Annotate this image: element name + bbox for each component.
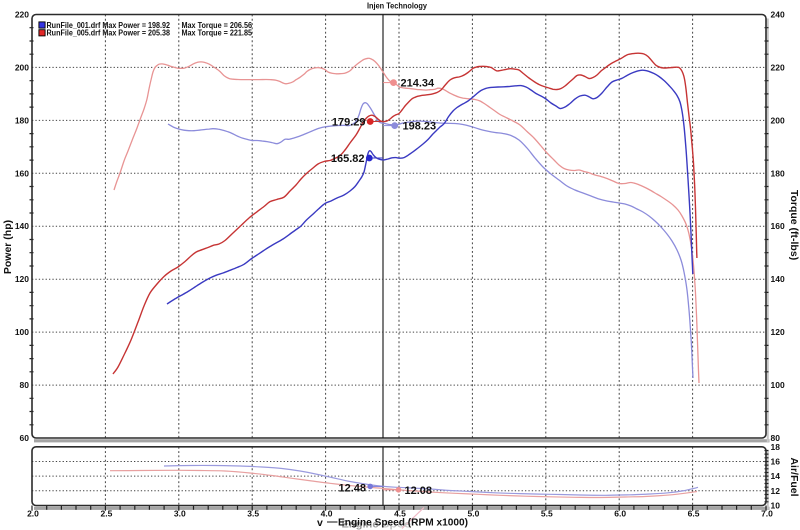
svg-text:Engine: Engine bbox=[342, 519, 379, 530]
svg-text:Injen Technology: Injen Technology bbox=[367, 2, 428, 11]
svg-text:200: 200 bbox=[771, 115, 785, 125]
svg-text:60: 60 bbox=[20, 433, 30, 443]
svg-text:Max Torque = 206.56: Max Torque = 206.56 bbox=[182, 21, 253, 30]
svg-text:100: 100 bbox=[771, 380, 785, 390]
svg-text:80: 80 bbox=[20, 380, 30, 390]
svg-text:6.5: 6.5 bbox=[688, 509, 700, 519]
svg-text:Engine Speed (RPM x1000): Engine Speed (RPM x1000) bbox=[338, 517, 468, 529]
svg-text:3.5: 3.5 bbox=[247, 509, 259, 519]
svg-text:—: — bbox=[327, 516, 338, 528]
svg-text:220: 220 bbox=[771, 62, 785, 72]
svg-text:7.0: 7.0 bbox=[761, 509, 773, 519]
svg-text:180: 180 bbox=[15, 115, 29, 125]
svg-text:140: 140 bbox=[15, 221, 29, 231]
svg-text:4.5: 4.5 bbox=[394, 509, 406, 519]
svg-text:Power (hp): Power (hp) bbox=[2, 220, 14, 274]
svg-text:2.0: 2.0 bbox=[27, 509, 39, 519]
svg-text:200: 200 bbox=[15, 62, 29, 72]
svg-text:4.0: 4.0 bbox=[321, 509, 333, 519]
svg-text:5.0: 5.0 bbox=[467, 509, 479, 519]
svg-text:14: 14 bbox=[771, 471, 781, 481]
svg-text:12.08: 12.08 bbox=[405, 485, 433, 497]
svg-text:2.5: 2.5 bbox=[100, 509, 112, 519]
svg-text:160: 160 bbox=[15, 168, 29, 178]
svg-text:5.5: 5.5 bbox=[541, 509, 553, 519]
svg-text:140: 140 bbox=[771, 274, 785, 284]
svg-text:12.48: 12.48 bbox=[338, 482, 366, 494]
svg-text:16: 16 bbox=[771, 457, 781, 467]
svg-text:Air/Fuel: Air/Fuel bbox=[788, 457, 800, 496]
svg-text:10: 10 bbox=[771, 501, 781, 511]
svg-text:120: 120 bbox=[15, 274, 29, 284]
svg-text:240: 240 bbox=[771, 10, 785, 20]
svg-text:220: 220 bbox=[15, 10, 29, 20]
svg-text:12: 12 bbox=[771, 486, 781, 496]
svg-text:165.82: 165.82 bbox=[331, 153, 365, 165]
svg-text:179.29: 179.29 bbox=[332, 117, 366, 129]
svg-text:120: 120 bbox=[771, 327, 785, 337]
svg-text:18: 18 bbox=[771, 442, 781, 452]
svg-text:Max Torque = 221.85: Max Torque = 221.85 bbox=[182, 29, 253, 38]
svg-text:v: v bbox=[317, 517, 323, 529]
svg-text:Torque (ft-lbs): Torque (ft-lbs) bbox=[788, 190, 800, 260]
svg-text:RunFile_001.drf Max Power = 19: RunFile_001.drf Max Power = 198.92 bbox=[47, 21, 171, 30]
svg-text:160: 160 bbox=[771, 221, 785, 231]
svg-text:RunFile_005.drf Max Power = 20: RunFile_005.drf Max Power = 205.38 bbox=[47, 29, 171, 38]
svg-text:180: 180 bbox=[771, 168, 785, 178]
svg-text:Spee: Spee bbox=[381, 519, 411, 530]
svg-text:80: 80 bbox=[771, 433, 781, 443]
svg-text:214.34: 214.34 bbox=[401, 78, 436, 90]
svg-text:3.0: 3.0 bbox=[174, 509, 186, 519]
svg-text:6.0: 6.0 bbox=[614, 509, 626, 519]
svg-text:100: 100 bbox=[15, 327, 29, 337]
svg-text:198.23: 198.23 bbox=[403, 121, 437, 133]
